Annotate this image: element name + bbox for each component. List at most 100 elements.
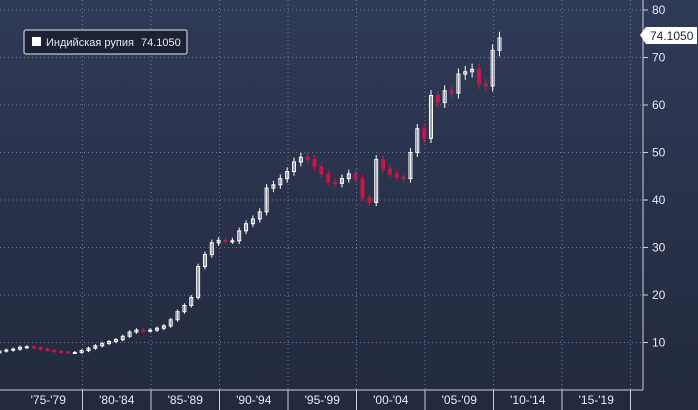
candle bbox=[168, 319, 173, 327]
x-tick-label: '15-'19 bbox=[579, 393, 615, 407]
x-tick-label: '85-'89 bbox=[168, 393, 204, 407]
candle bbox=[401, 176, 406, 180]
candle bbox=[367, 197, 372, 203]
grid bbox=[0, 0, 643, 390]
x-tick-label: '95-'99 bbox=[305, 393, 341, 407]
x-tick-label: '80-'84 bbox=[99, 393, 135, 407]
candle bbox=[59, 351, 64, 354]
axes: 10 20 30 40 50 60 70 80 '75-'79 '80-'84 '85-'89 '90… bbox=[0, 0, 666, 410]
candle bbox=[333, 181, 338, 184]
candle bbox=[381, 159, 386, 170]
candle bbox=[292, 161, 296, 172]
candle bbox=[18, 346, 22, 350]
candle bbox=[216, 239, 221, 244]
candle bbox=[31, 346, 36, 349]
candle bbox=[415, 128, 420, 153]
candle bbox=[202, 254, 207, 267]
candle bbox=[93, 345, 98, 349]
candle bbox=[298, 156, 303, 163]
candle bbox=[175, 311, 180, 321]
candle bbox=[86, 347, 91, 352]
y-tick-label: 40 bbox=[652, 193, 666, 207]
candle bbox=[326, 173, 331, 183]
candle bbox=[244, 223, 249, 232]
candle bbox=[442, 90, 447, 104]
candle bbox=[237, 230, 242, 242]
candle bbox=[408, 152, 413, 180]
candle bbox=[127, 331, 132, 337]
candle bbox=[161, 325, 166, 329]
candle bbox=[196, 266, 201, 298]
candle bbox=[360, 178, 365, 199]
candle bbox=[339, 178, 344, 184]
y-tick-label: 60 bbox=[652, 98, 666, 112]
candle bbox=[24, 346, 29, 349]
candle bbox=[278, 178, 283, 186]
candle bbox=[72, 351, 77, 354]
candle bbox=[456, 73, 461, 94]
legend-box: Индийская рупия 74.1050 bbox=[23, 29, 188, 55]
candle bbox=[271, 184, 276, 189]
candle bbox=[285, 171, 290, 180]
y-tick-label: 70 bbox=[652, 51, 666, 65]
x-tick-label: '75-'79 bbox=[31, 393, 67, 407]
candle bbox=[4, 349, 9, 352]
candle bbox=[387, 168, 392, 175]
candle bbox=[346, 173, 351, 180]
last-value-label: 74.1050 bbox=[650, 29, 694, 43]
y-tick-label: 10 bbox=[652, 336, 666, 350]
candle bbox=[483, 83, 488, 87]
candle bbox=[11, 348, 16, 351]
x-tick-label: '10-'14 bbox=[510, 393, 546, 407]
candle bbox=[148, 329, 153, 332]
candle bbox=[230, 240, 235, 243]
candle bbox=[394, 173, 399, 178]
candle bbox=[449, 90, 454, 94]
candle bbox=[100, 342, 105, 347]
candle bbox=[189, 296, 194, 306]
y-tick-label: 50 bbox=[652, 146, 666, 160]
candle bbox=[490, 49, 495, 87]
candle bbox=[305, 156, 310, 161]
candle bbox=[353, 173, 358, 180]
candle bbox=[223, 239, 228, 242]
y-tick-label: 30 bbox=[652, 241, 666, 255]
candle bbox=[141, 329, 146, 332]
candle bbox=[312, 159, 317, 168]
candle bbox=[250, 218, 255, 225]
legend-label: Индийская рупия bbox=[46, 37, 134, 49]
candle bbox=[422, 128, 427, 139]
candle bbox=[319, 166, 324, 175]
candle bbox=[470, 68, 475, 73]
candle bbox=[134, 329, 139, 333]
x-tick-label: '05-'09 bbox=[442, 393, 478, 407]
last-value-tag: 74.1050 bbox=[640, 27, 697, 44]
candle bbox=[497, 37, 502, 51]
x-tick-label: '90-'94 bbox=[236, 393, 272, 407]
candle bbox=[45, 348, 50, 352]
candle bbox=[120, 335, 125, 341]
candle bbox=[113, 339, 118, 343]
candle bbox=[463, 71, 468, 75]
legend-value: 74.1050 bbox=[141, 37, 181, 49]
y-tick-label: 80 bbox=[652, 3, 666, 17]
candle bbox=[264, 187, 269, 213]
candle bbox=[38, 347, 43, 350]
legend-swatch bbox=[32, 37, 41, 46]
candle bbox=[435, 95, 440, 104]
y-tick-label: 20 bbox=[652, 288, 666, 302]
candle bbox=[155, 327, 159, 331]
candle bbox=[0, 350, 2, 354]
candle bbox=[374, 159, 379, 203]
candle bbox=[65, 351, 70, 354]
candle bbox=[476, 68, 481, 85]
candle bbox=[52, 350, 57, 353]
candle bbox=[107, 341, 112, 344]
candles bbox=[0, 31, 502, 354]
candle bbox=[429, 95, 433, 139]
candle bbox=[182, 304, 187, 313]
candle bbox=[209, 242, 214, 256]
